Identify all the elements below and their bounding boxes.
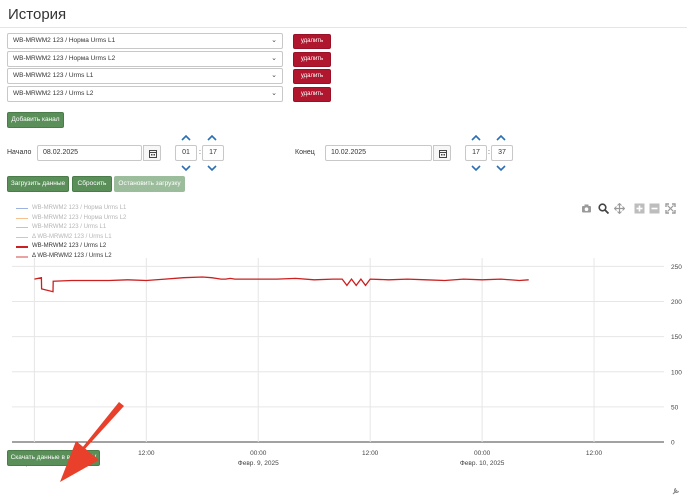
zoom-out-icon[interactable] (649, 203, 660, 214)
legend-label: Δ WB-MRWM2 123 / Urms L2 (32, 252, 112, 259)
zoom-in-icon[interactable] (634, 203, 645, 214)
legend-swatch (16, 227, 28, 228)
title-divider (0, 27, 687, 28)
channel-select-2[interactable]: WB-MRWM2 123 / Норма Urms L2 ⌄ (7, 51, 283, 67)
x-tick-label: 12:00 (138, 450, 155, 457)
start-calendar-button[interactable] (143, 145, 161, 161)
page-title: История (8, 6, 67, 23)
legend-swatch (16, 236, 28, 238)
start-hour-input[interactable]: 01 (175, 145, 197, 161)
x-tick-label: 12:00 (586, 450, 603, 457)
legend-label: Δ WB-MRWM2 123 / Urms L1 (32, 233, 112, 240)
camera-icon[interactable] (581, 203, 592, 214)
add-channel-button[interactable]: Добавить канал (7, 112, 64, 128)
channel-select-value: WB-MRWM2 123 / Норма Urms L2 (13, 55, 116, 62)
channel-select-value: WB-MRWM2 123 / Норма Urms L1 (13, 37, 116, 44)
start-hour-down-icon[interactable] (180, 163, 192, 173)
end-minute-down-icon[interactable] (495, 163, 507, 173)
chevron-down-icon: ⌄ (271, 90, 277, 97)
channel-select-value: WB-MRWM2 123 / Urms L1 (13, 72, 94, 79)
delete-channel-button[interactable]: удалить (293, 87, 331, 102)
x-tick-label: 00:00 (474, 450, 491, 457)
end-date-input[interactable]: 10.02.2025 (325, 145, 432, 161)
y-tick-label: 100 (671, 369, 682, 376)
zoom-icon[interactable] (598, 203, 609, 214)
start-date-input[interactable]: 08.02.2025 (37, 145, 142, 161)
start-minute-down-icon[interactable] (206, 163, 218, 173)
load-data-button[interactable]: Загрузить данные (7, 176, 69, 192)
x-tick-label: 12:00 (362, 450, 379, 457)
channel-select-1[interactable]: WB-MRWM2 123 / Норма Urms L1 ⌄ (7, 33, 283, 49)
calendar-icon (439, 150, 447, 158)
x-tick-date-label: Февр. 9, 2025 (238, 460, 279, 467)
end-calendar-button[interactable] (433, 145, 451, 161)
legend-label: WB-MRWM2 123 / Норма Urms L2 (32, 214, 127, 221)
end-minute-input[interactable]: 37 (491, 145, 513, 161)
download-csv-button[interactable]: Скачать данные в виде CSV (7, 450, 100, 466)
time-separator: : (199, 149, 201, 156)
y-tick-label: 150 (671, 334, 682, 341)
start-minute-up-icon[interactable] (206, 133, 218, 143)
end-hour-down-icon[interactable] (470, 163, 482, 173)
y-tick-label: 250 (671, 264, 682, 271)
wrench-icon[interactable] (671, 486, 681, 496)
time-separator: : (488, 149, 490, 156)
legend-label: WB-MRWM2 123 / Норма Urms L1 (32, 205, 127, 211)
end-hour-input[interactable]: 17 (465, 145, 487, 161)
legend-swatch (16, 255, 28, 258)
end-minute-up-icon[interactable] (495, 133, 507, 143)
legend-swatch (16, 208, 28, 209)
chevron-down-icon: ⌄ (271, 55, 277, 62)
legend-swatch (16, 217, 28, 219)
x-tick-label: 00:00 (250, 450, 267, 457)
legend-label: WB-MRWM2 123 / Urms L2 (32, 243, 107, 249)
delete-channel-button[interactable]: удалить (293, 52, 331, 67)
start-label: Начало (7, 149, 32, 156)
reset-button[interactable]: Сбросить (72, 176, 112, 192)
chevron-down-icon: ⌄ (271, 37, 277, 44)
y-tick-label: 0 (671, 440, 675, 447)
delete-channel-button[interactable]: удалить (293, 69, 331, 84)
y-tick-label: 200 (671, 299, 682, 306)
legend-label: WB-MRWM2 123 / Urms L1 (32, 224, 107, 230)
autoscale-icon[interactable] (665, 203, 676, 214)
pan-icon[interactable] (614, 203, 625, 214)
chevron-down-icon: ⌄ (271, 72, 277, 79)
series-line-urms-l2[interactable] (34, 276, 529, 293)
channel-select-3[interactable]: WB-MRWM2 123 / Urms L1 ⌄ (7, 68, 283, 84)
y-tick-label: 50 (671, 404, 679, 411)
legend-swatch (16, 246, 28, 248)
calendar-icon (149, 150, 157, 158)
x-tick-date-label: Февр. 10, 2025 (460, 460, 505, 467)
end-hour-up-icon[interactable] (470, 133, 482, 143)
start-minute-input[interactable]: 17 (202, 145, 224, 161)
channel-select-4[interactable]: WB-MRWM2 123 / Urms L2 ⌄ (7, 86, 283, 102)
delete-channel-button[interactable]: удалить (293, 34, 331, 49)
channel-select-value: WB-MRWM2 123 / Urms L2 (13, 90, 94, 97)
start-hour-up-icon[interactable] (180, 133, 192, 143)
end-label: Конец (295, 149, 315, 156)
stop-loading-button[interactable]: Остановить загрузку (114, 176, 185, 192)
